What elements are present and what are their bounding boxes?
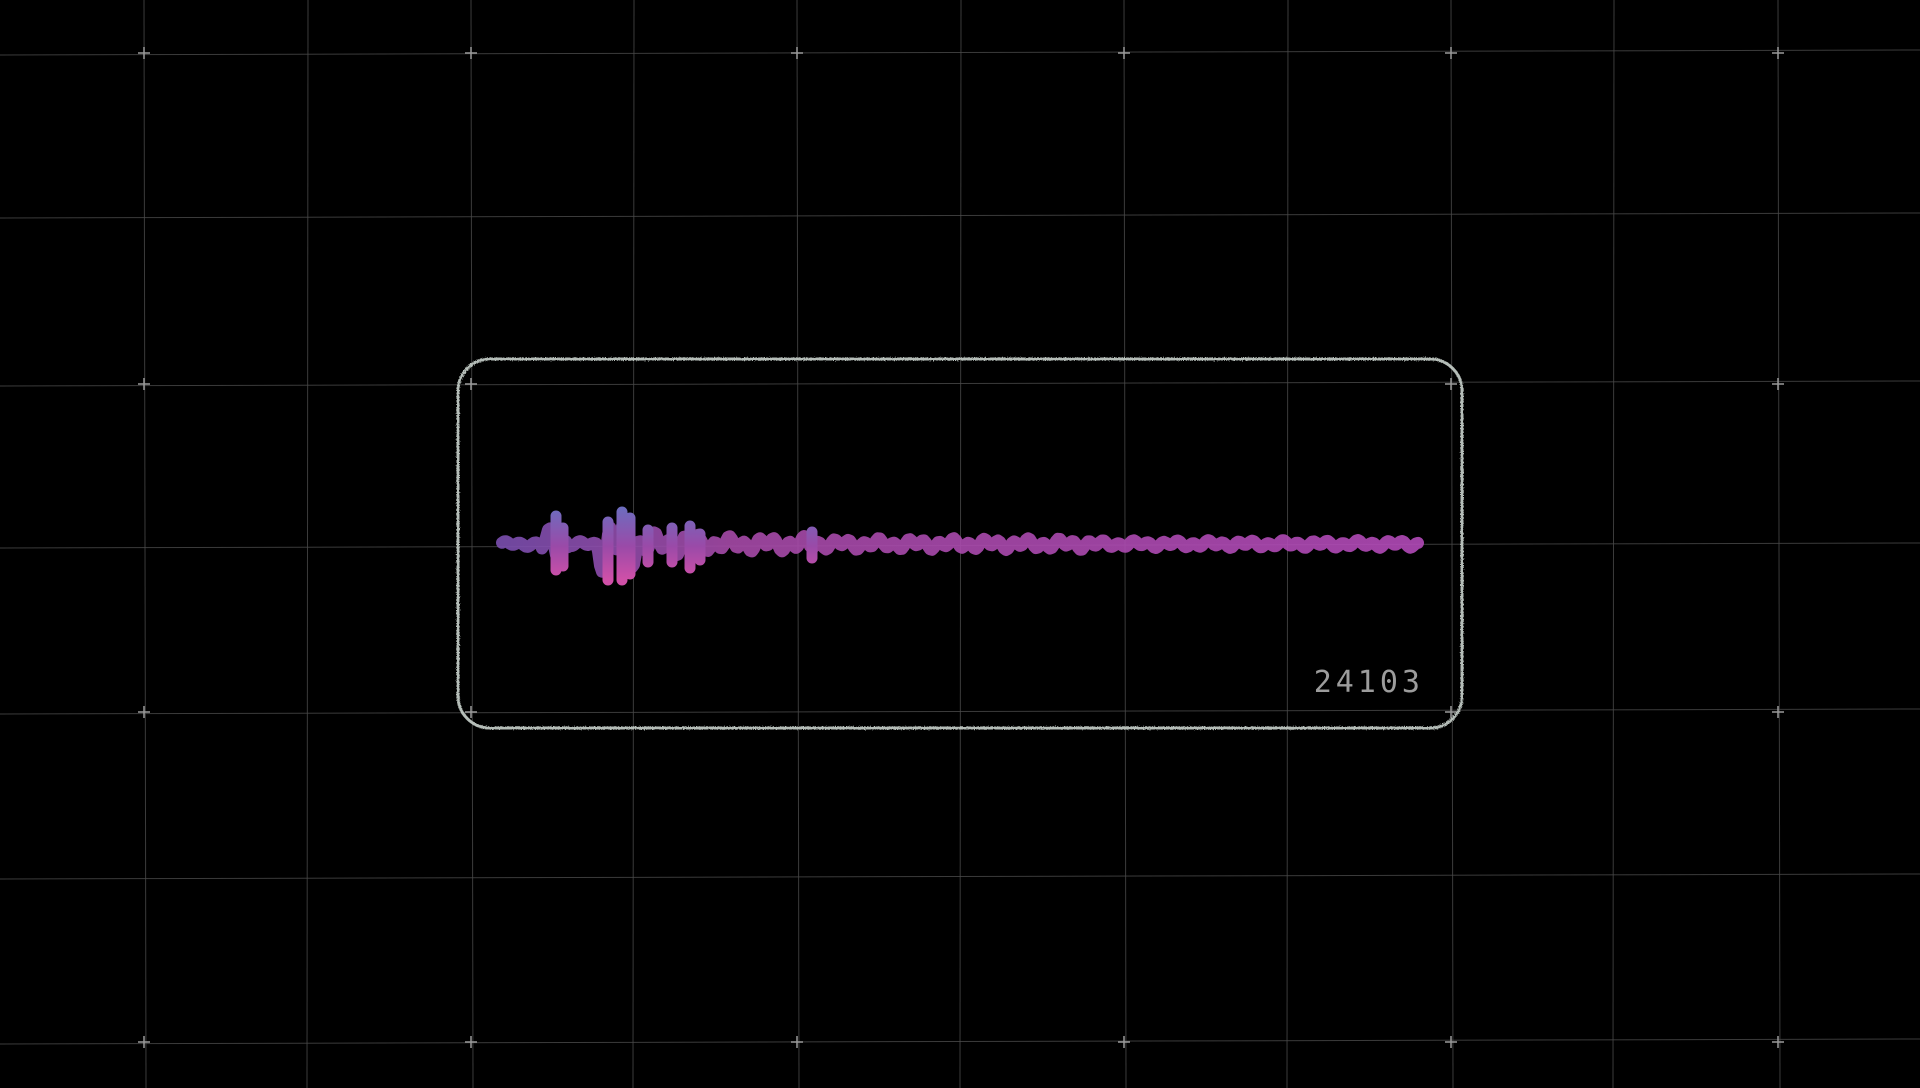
plus-icon (138, 1036, 150, 1048)
grid-markers (138, 47, 1784, 1048)
plus-icon (465, 47, 477, 59)
grid-line-horizontal (0, 49, 1920, 56)
plus-icon (465, 378, 477, 390)
plus-icon (1445, 1036, 1457, 1048)
plus-icon (1118, 47, 1130, 59)
grid-line-vertical (143, 0, 147, 1088)
grid-line-vertical (470, 0, 474, 1088)
plus-icon (138, 47, 150, 59)
plus-icon (1445, 378, 1457, 390)
plus-icon (1445, 47, 1457, 59)
plus-icon (465, 706, 477, 718)
counter-readout: 24103 (1314, 665, 1424, 700)
plus-icon (138, 706, 150, 718)
grid-line-vertical (1777, 0, 1781, 1088)
grid-line-horizontal (0, 212, 1920, 219)
grid-line-horizontal (0, 873, 1920, 880)
plus-icon (791, 47, 803, 59)
grid-line-vertical (306, 0, 309, 1088)
grid-line-horizontal (0, 1038, 1920, 1045)
waveform (496, 506, 1424, 586)
waveform-trace (496, 514, 1424, 578)
plus-icon (1772, 47, 1784, 59)
plus-icon (1445, 706, 1457, 718)
plus-icon (1772, 706, 1784, 718)
plus-icon (465, 1036, 477, 1048)
plus-icon (1118, 1036, 1130, 1048)
plus-icon (1772, 378, 1784, 390)
grid-line-horizontal (0, 708, 1920, 715)
plus-icon (1772, 1036, 1784, 1048)
waveform-panel: 24103 (456, 357, 1464, 730)
panel-border (456, 357, 1464, 730)
grid-line-horizontal (0, 380, 1920, 387)
plus-icon (138, 378, 150, 390)
plus-icon (791, 1036, 803, 1048)
